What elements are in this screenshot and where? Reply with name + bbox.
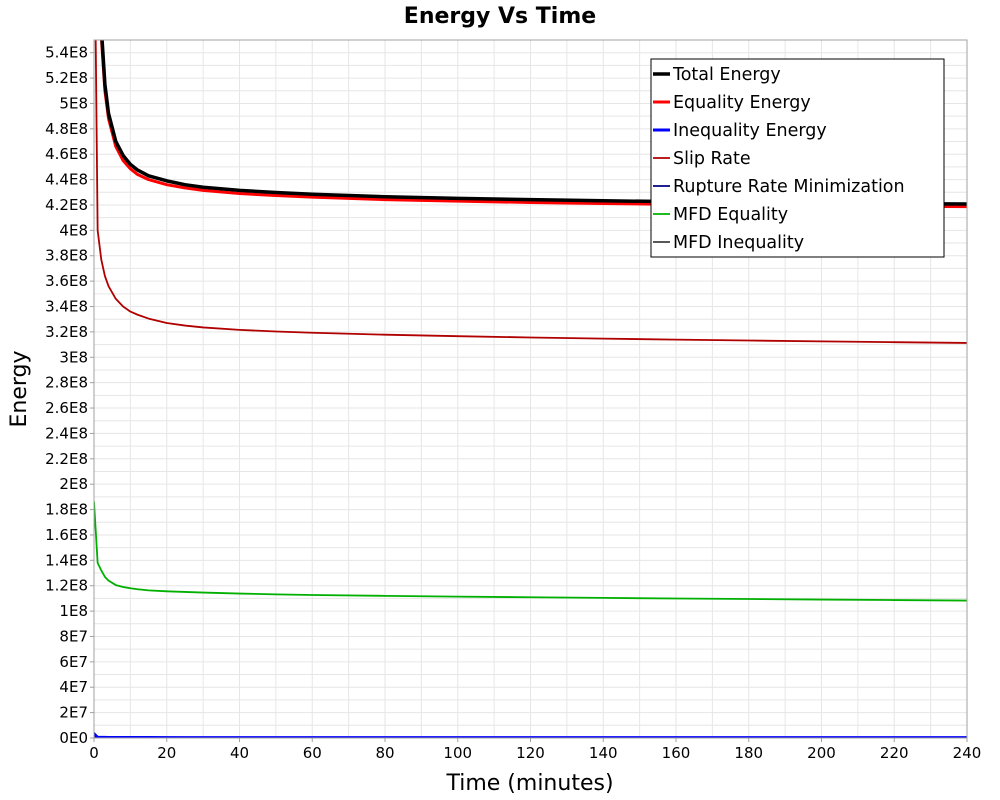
x-tick-label: 40 (230, 744, 249, 762)
y-tick-label: 1.8E8 (45, 501, 88, 519)
y-tick-label: 4.2E8 (45, 196, 88, 214)
legend: Total Energy Equality Energy Inequality En… (650, 58, 945, 258)
y-axis-ticks: 0E0 2E7 4E7 6E7 8E7 1E8 1.2E8 1.4E8 1.6E8 1.8E8 2E… (45, 44, 94, 747)
series-line-slip-rate (94, 40, 967, 344)
series-line-mfd-equality (94, 501, 967, 602)
y-tick-label: 0E0 (59, 729, 88, 747)
y-tick-label: 3.6E8 (45, 272, 88, 290)
x-tick-label: 180 (734, 744, 763, 762)
legend-label-mfd-inequality: MFD Inequality (673, 233, 804, 253)
y-tick-label: 2E7 (59, 704, 88, 722)
y-tick-label: 4.8E8 (45, 120, 88, 138)
y-tick-label: 2.8E8 (45, 374, 88, 392)
x-tick-label: 160 (662, 744, 691, 762)
y-tick-label: 5.4E8 (45, 44, 88, 62)
legend-label-slip-rate: Slip Rate (673, 149, 751, 169)
legend-label-inequality-energy: Inequality Energy (673, 121, 827, 141)
y-tick-label: 1.2E8 (45, 577, 88, 595)
y-tick-label: 3E8 (59, 348, 88, 366)
x-tick-label: 100 (443, 744, 472, 762)
y-tick-label: 1.6E8 (45, 526, 88, 544)
y-tick-label: 3.4E8 (45, 298, 88, 316)
x-tick-label: 220 (880, 744, 909, 762)
x-tick-label: 240 (953, 744, 982, 762)
y-tick-label: 8E7 (59, 627, 88, 645)
y-tick-label: 2E8 (59, 475, 88, 493)
y-axis-label: Energy (7, 350, 32, 427)
y-tick-label: 1.4E8 (45, 551, 88, 569)
legend-label-total-energy: Total Energy (672, 65, 781, 85)
x-tick-label: 120 (516, 744, 545, 762)
y-tick-label: 2.4E8 (45, 424, 88, 442)
y-tick-label: 6E7 (59, 653, 88, 671)
y-tick-label: 4.6E8 (45, 145, 88, 163)
x-tick-label: 140 (589, 744, 618, 762)
legend-label-rupture-rate-minimization: Rupture Rate Minimization (673, 177, 905, 197)
x-tick-label: 80 (375, 744, 394, 762)
legend-label-equality-energy: Equality Energy (673, 93, 811, 113)
x-tick-label: 0 (89, 744, 99, 762)
legend-box (650, 58, 945, 258)
x-axis-label: Time (minutes) (445, 771, 613, 796)
y-tick-label: 4E8 (59, 221, 88, 239)
legend-label-mfd-equality: MFD Equality (673, 205, 788, 225)
y-tick-label: 2.2E8 (45, 450, 88, 468)
y-tick-label: 3.2E8 (45, 323, 88, 341)
x-tick-label: 20 (157, 744, 176, 762)
grid (93, 39, 968, 739)
chart-title: Energy Vs Time (404, 4, 596, 29)
x-tick-label: 60 (303, 744, 322, 762)
y-tick-label: 3.8E8 (45, 247, 88, 265)
y-tick-label: 4E7 (59, 678, 88, 696)
x-axis-ticks: 0 20 40 60 80 100 120 140 160 180 200 220 240 (89, 738, 981, 762)
y-tick-label: 4.4E8 (45, 171, 88, 189)
y-tick-label: 2.6E8 (45, 399, 88, 417)
y-tick-label: 5E8 (59, 94, 88, 112)
x-tick-label: 200 (807, 744, 836, 762)
y-tick-label: 5.2E8 (45, 69, 88, 87)
y-tick-label: 1E8 (59, 602, 88, 620)
